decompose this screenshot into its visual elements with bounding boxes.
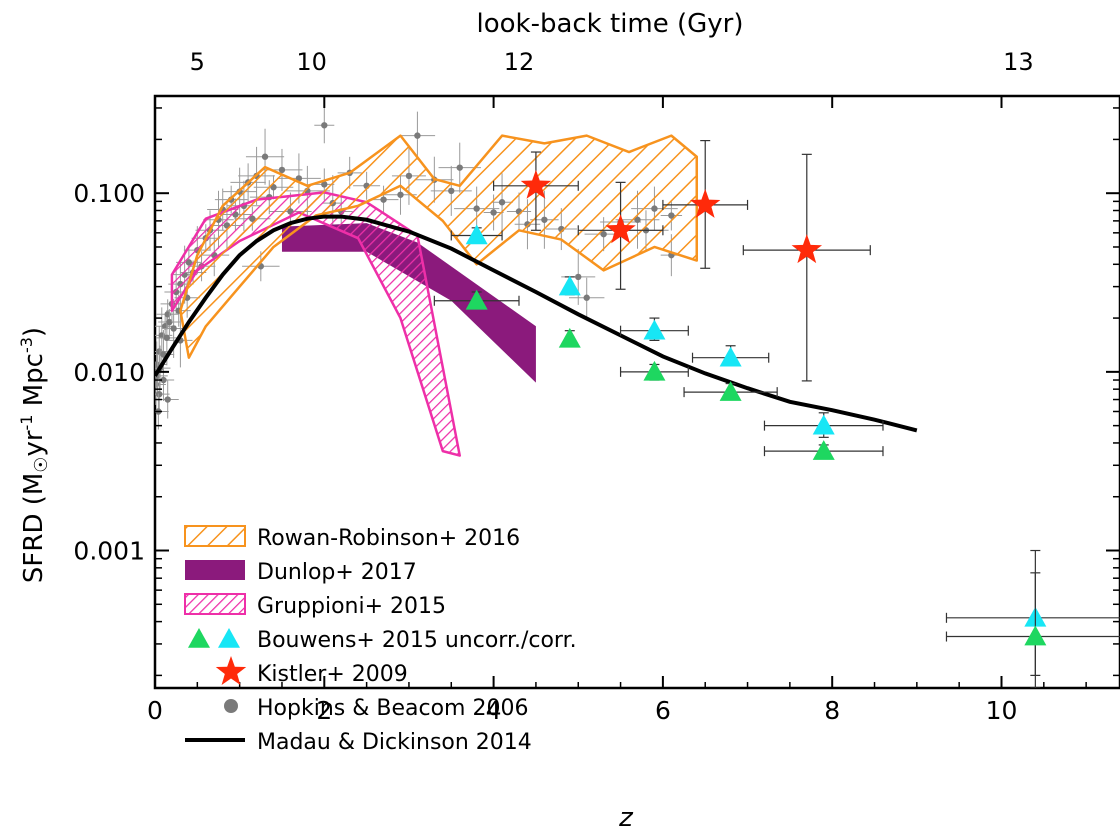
hopkins-point bbox=[164, 311, 171, 318]
x-tick-label: 6 bbox=[655, 696, 671, 725]
legend-item: Rowan-Robinson+ 2016 bbox=[184, 525, 520, 551]
y-axis-title-yr: yr bbox=[19, 430, 49, 456]
top-tick-label: 5 bbox=[190, 48, 205, 76]
y-axis-title-close: ) bbox=[19, 327, 49, 337]
top-axis-title: look-back time (Gyr) bbox=[476, 9, 743, 39]
axes-layer: 0 2 4 6 8 10 0.001 0.010 0.100 5 10 12 13 bbox=[73, 48, 1120, 725]
legend-item: Bouwens+ 2015 uncorr./corr. bbox=[188, 628, 577, 653]
top-tick-label: 13 bbox=[1003, 48, 1034, 76]
legend-label: Rowan-Robinson+ 2016 bbox=[257, 526, 520, 551]
hopkins-point bbox=[170, 325, 177, 332]
legend-item: Gruppioni+ 2015 bbox=[184, 593, 446, 619]
kistler-point bbox=[690, 188, 721, 218]
bouwens-uncorr-point bbox=[465, 289, 488, 310]
legend-swatch-bouwens-uncorr bbox=[188, 628, 210, 648]
legend-label: Madau & Dickinson 2014 bbox=[257, 730, 532, 755]
hopkins-point bbox=[261, 153, 269, 160]
legend-item: Madau & Dickinson 2014 bbox=[185, 730, 532, 755]
bouwens-corr-point bbox=[812, 414, 835, 435]
hopkins-point bbox=[456, 164, 463, 171]
hopkins-point bbox=[414, 132, 421, 139]
y-axis-title: SFRD (M☉yr-1 Mpc-3) bbox=[17, 327, 52, 583]
bouwens-uncorr-point bbox=[719, 381, 742, 401]
hopkins-point bbox=[155, 381, 160, 388]
y-axis-title-yr-exp: -1 bbox=[17, 415, 36, 431]
hopkins-point bbox=[278, 166, 286, 174]
legend-swatch-rowan bbox=[184, 525, 246, 547]
legend-label: Dunlop+ 2017 bbox=[257, 560, 417, 585]
kistler-point bbox=[791, 234, 823, 264]
hopkins-point bbox=[397, 191, 404, 198]
top-tick-label: 12 bbox=[504, 48, 535, 76]
legend-label: Gruppioni+ 2015 bbox=[257, 594, 446, 619]
legend-swatch-hopkins bbox=[224, 699, 238, 713]
rowan-robinson-band bbox=[179, 134, 699, 359]
y-axis-title-mpc-exp: -3 bbox=[17, 337, 36, 353]
legend-swatch-gruppioni bbox=[184, 593, 246, 615]
bouwens-corr-point bbox=[643, 319, 666, 340]
kistler-point bbox=[605, 214, 636, 244]
hopkins-point bbox=[321, 122, 328, 129]
legend-swatch-bouwens-corr bbox=[218, 628, 240, 648]
x-tick-label: 10 bbox=[986, 696, 1018, 725]
legend-swatch-dunlop bbox=[185, 560, 245, 580]
legend-item: Kistler+ 2009 bbox=[215, 656, 408, 687]
bouwens-uncorr-point bbox=[812, 440, 835, 460]
bouwens-uncorr-point bbox=[558, 327, 581, 348]
x-tick-label: 2 bbox=[316, 696, 332, 725]
y-axis-title-main: SFRD (M bbox=[19, 473, 49, 583]
x-tick-label: 0 bbox=[147, 696, 163, 725]
data-layer bbox=[155, 107, 1120, 688]
bouwens-uncorr-point bbox=[1024, 625, 1047, 646]
y-tick-label: 0.001 bbox=[73, 537, 145, 566]
sun-symbol: ☉ bbox=[31, 457, 52, 473]
legend-item: Hopkins & Beacom 2006 bbox=[224, 696, 528, 721]
hopkins-point bbox=[163, 334, 171, 342]
legend-item: Dunlop+ 2017 bbox=[185, 560, 417, 585]
hopkins-point bbox=[156, 390, 163, 398]
hopkins-point bbox=[575, 273, 582, 281]
legend-label: Hopkins & Beacom 2006 bbox=[257, 696, 528, 721]
top-tick-label: 10 bbox=[296, 48, 327, 76]
hopkins-point bbox=[583, 294, 590, 301]
legend-label: Kistler+ 2009 bbox=[257, 662, 408, 687]
legend-swatch-kistler bbox=[215, 656, 247, 685]
hopkins-point bbox=[160, 376, 167, 384]
hopkins-point bbox=[164, 396, 171, 403]
plot-border bbox=[153, 94, 1120, 690]
y-axis-title-mpc: Mpc bbox=[19, 353, 49, 415]
y-tick-label: 0.100 bbox=[73, 179, 145, 208]
x-axis-title: z bbox=[618, 803, 634, 831]
bouwens-uncorr-point bbox=[643, 360, 666, 381]
bouwens-corr-point bbox=[465, 224, 488, 245]
madau-line bbox=[155, 214, 918, 433]
hopkins-point bbox=[380, 196, 387, 203]
bouwens-corr-point bbox=[719, 346, 742, 367]
legend-label: Bouwens+ 2015 uncorr./corr. bbox=[257, 628, 577, 653]
bouwens-corr-point bbox=[558, 275, 581, 296]
x-tick-label: 4 bbox=[486, 696, 502, 725]
y-tick-label: 0.010 bbox=[73, 358, 145, 387]
kistler-point bbox=[520, 169, 552, 199]
legend: Rowan-Robinson+ 2016 Dunlop+ 2017 Gruppion… bbox=[184, 525, 577, 755]
hopkins-point bbox=[166, 318, 173, 326]
plot-frame bbox=[153, 94, 1120, 690]
x-tick-label: 8 bbox=[824, 696, 840, 725]
